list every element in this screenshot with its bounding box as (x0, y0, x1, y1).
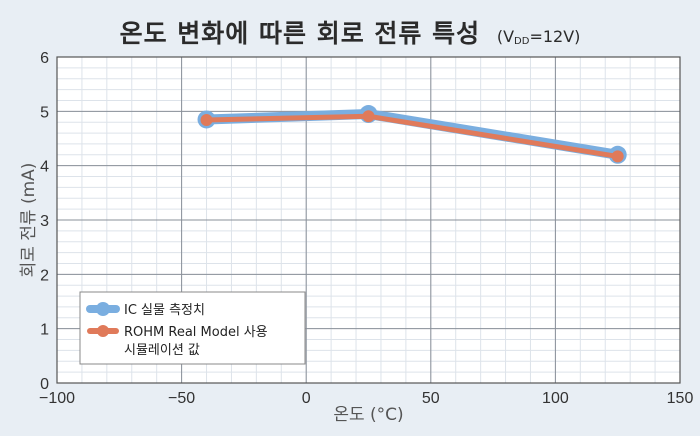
chart-title-condition: (VDD=12V) (496, 27, 581, 47)
x-tick-label: 50 (422, 390, 440, 407)
series-2 (200, 110, 624, 163)
x-tick-label: 150 (667, 390, 694, 407)
y-tick-label: 4 (40, 159, 49, 176)
chart-title: 온도 변화에 따른 회로 전류 특성 (VDD=12V) (0, 14, 700, 50)
data-point (611, 150, 624, 163)
legend-label: IC 실물 측정치 (124, 303, 205, 318)
tick-labels: −100 −50 0 50 100 150 0 1 2 3 4 5 6 (39, 50, 693, 407)
plot-frame (56, 56, 681, 384)
x-tick-label: 100 (542, 390, 569, 407)
x-tick-label: −50 (168, 390, 195, 407)
y-tick-label: 1 (40, 322, 49, 339)
legend-label: ROHM Real Model 사용 (124, 325, 268, 340)
y-tick-label: 5 (40, 104, 49, 121)
y-tick-label: 3 (40, 213, 49, 230)
x-axis-label: 온도 (°C) (333, 405, 403, 425)
legend-swatch-marker (96, 302, 110, 316)
chart-title-main: 온도 변화에 따른 회로 전류 특성 (119, 19, 481, 48)
y-axis-label: 회로 전류 (mA) (19, 163, 39, 278)
data-point (200, 114, 213, 127)
legend-box (79, 291, 306, 365)
legend-label: 시뮬레이션 값 (124, 343, 200, 358)
data-point (362, 110, 375, 123)
y-tick-label: 0 (40, 376, 49, 393)
series-layer (197, 105, 627, 164)
legend-swatch-marker (97, 325, 109, 337)
x-tick-label: 0 (302, 390, 311, 407)
y-tick-label: 6 (40, 50, 49, 67)
y-tick-label: 2 (40, 267, 49, 284)
x-tick-label: −100 (39, 390, 75, 407)
